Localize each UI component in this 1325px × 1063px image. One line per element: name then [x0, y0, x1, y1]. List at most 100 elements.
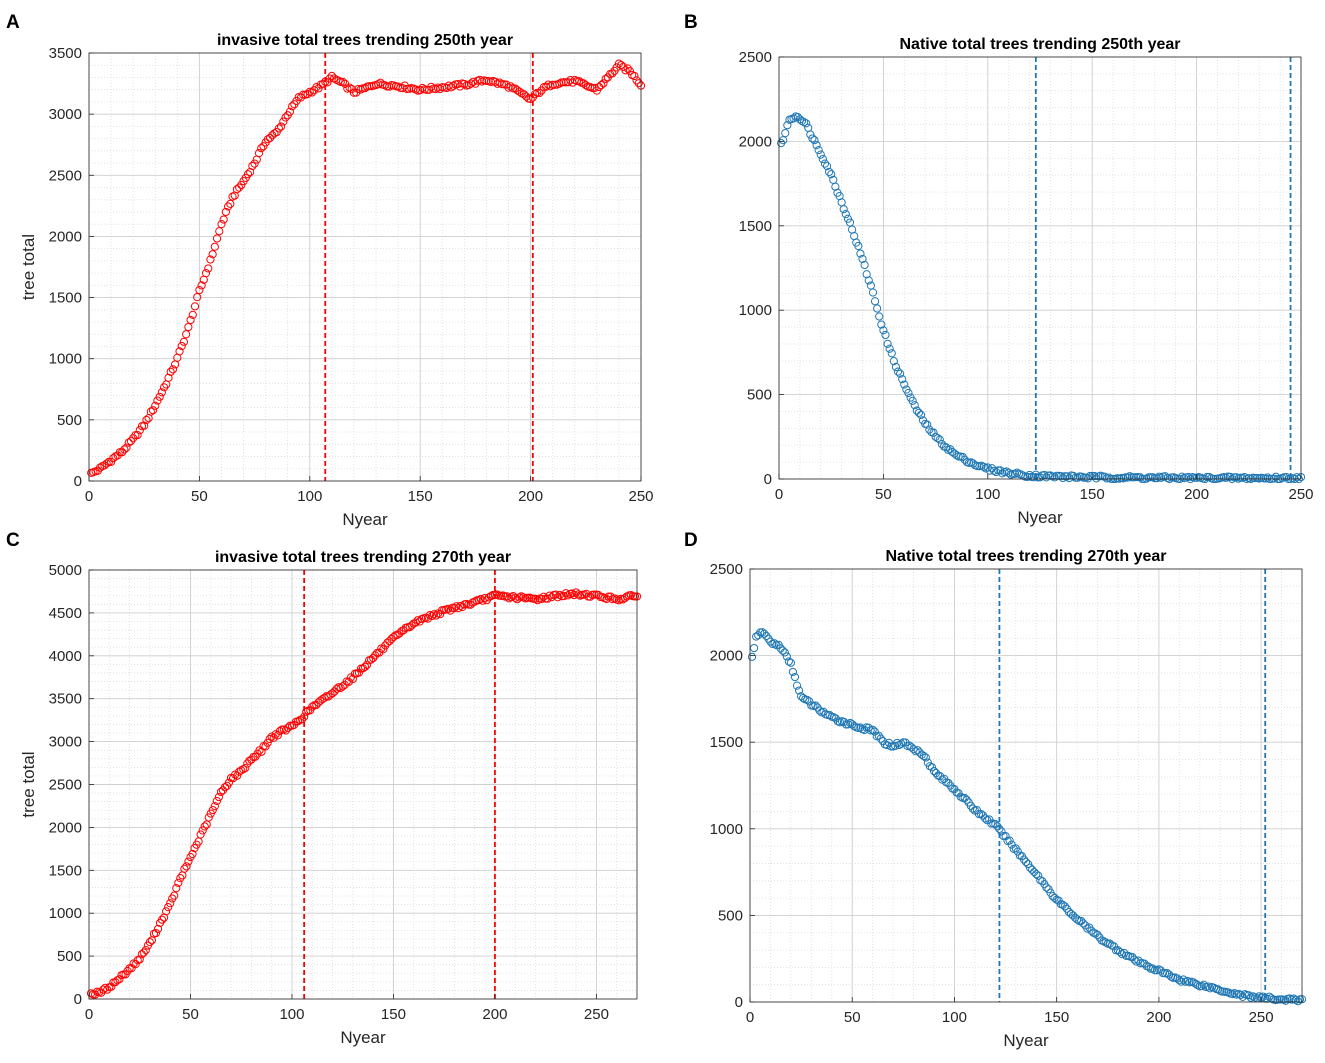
data-point [617, 60, 626, 70]
chart-title: Native total trees trending 270th year [886, 548, 1167, 565]
y-tick-label: 4500 [49, 605, 82, 622]
data-point [909, 745, 918, 754]
data-point [569, 591, 579, 600]
data-point [348, 674, 357, 684]
data-point [164, 373, 173, 382]
x-tick-label: 150 [408, 488, 433, 505]
data-point [910, 401, 919, 410]
x-tick-label: 50 [844, 1009, 861, 1026]
data-point [794, 686, 804, 695]
data-point [1291, 995, 1300, 1004]
data-point [811, 701, 820, 710]
data-point [874, 731, 883, 740]
data-points [86, 588, 642, 999]
data-point [1275, 995, 1284, 1004]
data-point [267, 732, 276, 741]
data-point [182, 862, 191, 871]
data-point [1050, 473, 1059, 482]
data-point [338, 682, 347, 691]
data-point [328, 689, 337, 698]
panel-letter: C [6, 530, 20, 551]
data-point [839, 205, 848, 214]
data-point [864, 276, 873, 285]
x-tick-label: 250 [584, 1006, 609, 1023]
y-axis-label: tree total [19, 234, 38, 300]
x-tick-label: 250 [1249, 1009, 1274, 1026]
data-point [220, 783, 230, 792]
data-point [123, 966, 132, 976]
data-point [449, 81, 458, 90]
data-point [979, 462, 988, 471]
data-point [1025, 863, 1035, 872]
data-point [1058, 473, 1068, 483]
y-tick-label: 2000 [739, 133, 772, 150]
data-point [919, 751, 928, 761]
data-point [1065, 474, 1074, 483]
data-point [1029, 473, 1038, 482]
data-point [923, 420, 932, 429]
data-point [1073, 473, 1082, 482]
data-point [257, 747, 266, 756]
data-point [389, 633, 398, 642]
data-point [210, 802, 219, 811]
data-point [1230, 989, 1239, 998]
data-point [330, 687, 339, 696]
data-point [180, 864, 189, 873]
data-point [250, 159, 259, 168]
x-axis-label: Nyear [1017, 508, 1063, 527]
data-point [224, 778, 234, 787]
data-point [1234, 989, 1243, 999]
x-tick-label: 100 [942, 1009, 967, 1026]
data-point [989, 466, 999, 475]
y-tick-label: 500 [747, 387, 772, 404]
data-point [214, 792, 223, 802]
data-point [1161, 472, 1170, 481]
data-point [816, 150, 825, 159]
data-point [265, 734, 274, 744]
data-point [184, 322, 193, 332]
data-point [176, 874, 185, 883]
data-point [966, 458, 976, 467]
data-point [623, 64, 632, 73]
data-point [1203, 982, 1213, 991]
data-point [1032, 869, 1041, 879]
data-point [544, 80, 553, 89]
data-point [780, 648, 789, 657]
data-point [1193, 981, 1202, 990]
data-point [630, 71, 639, 81]
panel-letter: D [684, 530, 698, 551]
data-point [1254, 992, 1264, 1001]
data-point [870, 727, 879, 736]
data-point [1125, 472, 1134, 481]
data-point [212, 234, 222, 243]
data-point [118, 448, 127, 457]
data-point [581, 81, 590, 90]
data-point [1130, 955, 1139, 964]
data-point [935, 435, 944, 444]
data-point [102, 459, 111, 468]
data-point [563, 591, 573, 600]
data-point [416, 85, 425, 95]
data-point [212, 796, 221, 806]
data-point [429, 610, 439, 619]
data-point [1040, 470, 1049, 480]
data-point [505, 594, 514, 603]
chart-title: Native total trees trending 250th year [900, 36, 1181, 53]
data-point [444, 604, 453, 614]
data-point [882, 740, 892, 750]
data-point [917, 750, 926, 759]
data-point [1056, 471, 1065, 481]
data-point [142, 415, 151, 425]
data-point [790, 672, 800, 682]
data-point [887, 349, 896, 358]
data-point [933, 434, 942, 443]
data-point [186, 315, 195, 325]
data-point [891, 362, 901, 372]
chart-title: invasive total trees trending 250th year [217, 32, 513, 49]
data-point [981, 814, 990, 823]
data-point [140, 421, 149, 430]
data-point [839, 717, 849, 727]
data-point [985, 815, 994, 824]
data-point [519, 90, 529, 99]
x-tick-label: 100 [279, 1006, 304, 1023]
